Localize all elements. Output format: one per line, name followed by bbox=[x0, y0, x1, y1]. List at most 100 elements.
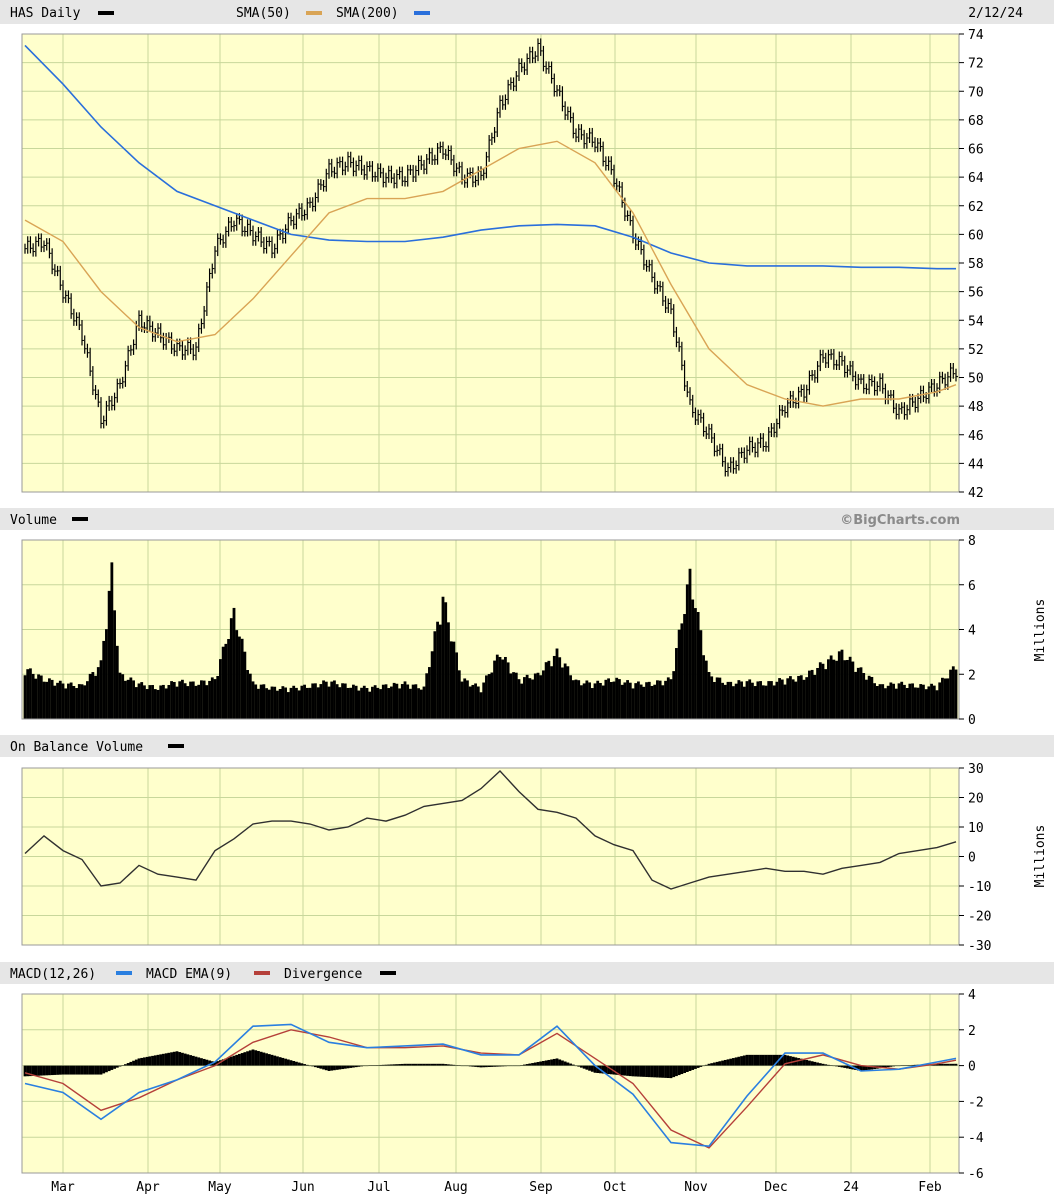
divergence-bar bbox=[490, 1065, 494, 1067]
volume-bar bbox=[827, 659, 830, 719]
divergence-bar bbox=[134, 1059, 138, 1066]
divergence-bar bbox=[658, 1065, 662, 1078]
divergence-bar bbox=[121, 1065, 125, 1066]
volume-bar bbox=[333, 680, 336, 719]
divergence-bar bbox=[324, 1065, 328, 1071]
divergence-bar bbox=[941, 1063, 944, 1066]
volume-bar bbox=[441, 596, 445, 719]
divergence-bar bbox=[371, 1065, 374, 1066]
divergence-bar bbox=[506, 1065, 510, 1067]
divergence-bar bbox=[300, 1063, 304, 1066]
volume-bar bbox=[115, 645, 119, 719]
divergence-bar bbox=[200, 1058, 203, 1066]
x-axis-month-label: 24 bbox=[843, 1180, 859, 1195]
volume-bar bbox=[680, 623, 684, 719]
price-tick-label: 44 bbox=[968, 457, 984, 472]
volume-bar bbox=[599, 682, 602, 719]
divergence-bar bbox=[292, 1060, 296, 1066]
volume-bar bbox=[913, 687, 917, 719]
volume-bar bbox=[305, 687, 309, 719]
volume-bar bbox=[322, 680, 325, 719]
divergence-bar bbox=[650, 1065, 654, 1078]
divergence-bar bbox=[615, 1065, 619, 1075]
volume-bar bbox=[83, 685, 87, 719]
divergence-bar bbox=[886, 1065, 890, 1068]
volume-bar bbox=[512, 672, 515, 719]
volume-bar bbox=[311, 683, 315, 719]
divergence-bar bbox=[783, 1054, 787, 1066]
divergence-bar bbox=[726, 1059, 730, 1066]
volume-bar bbox=[694, 608, 697, 719]
divergence-bar bbox=[178, 1052, 182, 1066]
obv-header-bar bbox=[0, 735, 1054, 757]
volume-bar bbox=[278, 688, 282, 719]
volume-bar bbox=[837, 651, 841, 719]
divergence-bar bbox=[132, 1060, 135, 1066]
divergence-bar bbox=[240, 1053, 244, 1066]
divergence-bar bbox=[552, 1058, 556, 1066]
divergence-bar bbox=[512, 1065, 515, 1067]
divergence-bar bbox=[202, 1058, 206, 1066]
volume-bar bbox=[894, 688, 898, 719]
volume-bar bbox=[523, 677, 526, 719]
divergence-bar bbox=[913, 1064, 917, 1066]
divergence-bar bbox=[243, 1052, 247, 1066]
divergence-bar bbox=[485, 1065, 488, 1068]
price-tick-label: 56 bbox=[968, 286, 984, 301]
volume-bar bbox=[734, 683, 738, 719]
obv-tick-label: 0 bbox=[968, 851, 976, 866]
divergence-bar bbox=[308, 1065, 312, 1067]
volume-bars bbox=[23, 562, 958, 719]
volume-bar bbox=[946, 678, 950, 719]
divergence-bar bbox=[387, 1064, 391, 1066]
volume-bar bbox=[156, 689, 160, 719]
volume-bar bbox=[672, 671, 676, 719]
divergence-bar bbox=[69, 1065, 73, 1075]
volume-tick-label: 6 bbox=[968, 579, 976, 594]
divergence-bar bbox=[23, 1065, 27, 1077]
divergence-bar bbox=[832, 1065, 836, 1067]
divergence-bar bbox=[37, 1065, 40, 1076]
divergence-bar bbox=[753, 1054, 757, 1066]
volume-bar bbox=[262, 684, 266, 719]
volume-bar bbox=[916, 687, 920, 719]
divergence-bar bbox=[75, 1065, 78, 1075]
divergence-bar bbox=[50, 1065, 54, 1076]
volume-bar bbox=[639, 684, 643, 719]
divergence-bar bbox=[170, 1052, 173, 1066]
macd-legend-swatch bbox=[116, 971, 132, 975]
divergence-bar bbox=[759, 1054, 762, 1066]
volume-bar bbox=[585, 680, 589, 719]
divergence-bar bbox=[837, 1065, 841, 1067]
volume-bar bbox=[799, 675, 803, 719]
divergence-bar bbox=[303, 1064, 306, 1066]
divergence-bar bbox=[319, 1065, 323, 1069]
volume-bar bbox=[77, 684, 81, 719]
divergence-bar bbox=[181, 1052, 184, 1066]
divergence-bar bbox=[623, 1065, 627, 1076]
divergence-bar bbox=[911, 1064, 914, 1066]
volume-bar bbox=[718, 677, 722, 719]
divergence-bar bbox=[531, 1063, 534, 1066]
volume-bar bbox=[908, 683, 912, 719]
divergence-bar bbox=[721, 1060, 724, 1066]
x-axis-month-label: Dec bbox=[764, 1180, 787, 1195]
volume-bar bbox=[539, 675, 543, 719]
obv-label: On Balance Volume bbox=[10, 740, 143, 755]
divergence-bar bbox=[946, 1063, 950, 1066]
volume-bar bbox=[794, 681, 798, 719]
divergence-bar bbox=[335, 1065, 339, 1070]
volume-bar bbox=[835, 660, 838, 719]
macd-ema-label: MACD EMA(9) bbox=[146, 967, 232, 982]
divergence-bar bbox=[357, 1065, 361, 1067]
volume-bar bbox=[577, 680, 581, 719]
price-tick-label: 72 bbox=[968, 57, 984, 72]
volume-bar bbox=[555, 648, 559, 719]
volume-bar bbox=[903, 684, 906, 719]
obv-legend-swatch bbox=[168, 744, 184, 748]
divergence-bar bbox=[449, 1064, 453, 1066]
divergence-bar bbox=[566, 1062, 570, 1066]
volume-bar bbox=[96, 667, 100, 719]
volume-bar bbox=[42, 681, 46, 719]
volume-bar bbox=[764, 685, 768, 719]
